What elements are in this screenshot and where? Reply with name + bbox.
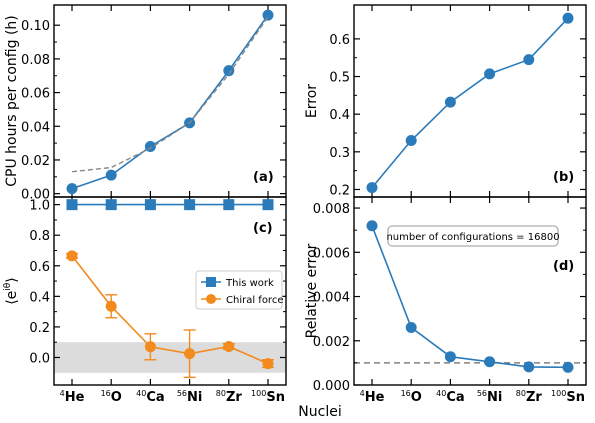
panel-label: (c): [253, 221, 273, 236]
y-tick-label: 0.006: [313, 246, 350, 261]
data-point: [144, 199, 156, 211]
y-tick-label: 0.02: [21, 154, 50, 169]
y-tick-label: 0.002: [313, 335, 350, 350]
y-tick-label: 0.3: [329, 146, 350, 161]
x-tick-label-zr: 80Zr: [216, 389, 243, 405]
x-tick-label-zr: 80Zr: [516, 389, 543, 405]
panel-a: 0.00 0.02 0.04 0.06 0.08 0.10 (a) CPU hours per…: [4, 4, 287, 203]
data-point: [105, 199, 117, 211]
y-axis-label: ⟨eiθ⟩: [3, 277, 20, 305]
annotation-text: number of configurations = 16800: [386, 232, 559, 243]
plot-frame: [53, 196, 287, 386]
panel-label: (b): [553, 170, 574, 185]
y-tick-label: 0.6: [329, 33, 350, 48]
shaded-band: [54, 342, 286, 373]
annotation-box: [387, 225, 559, 247]
data-point: [144, 341, 156, 353]
panel-label: (d): [553, 259, 574, 274]
data-point: [105, 300, 117, 312]
data-point: [144, 140, 156, 152]
data-point: [484, 68, 496, 80]
y-tick-label: 0.5: [329, 71, 350, 86]
data-point: [523, 54, 535, 66]
data-point: [184, 199, 196, 211]
data-point: [223, 340, 235, 352]
y-tick-label: 1.0: [29, 199, 50, 214]
y-tick-label: 0.06: [21, 87, 50, 102]
y-axis-label: CPU hours per config (h): [4, 15, 20, 187]
series-0-line: [371, 17, 569, 189]
x-tick-label-he: 4He: [60, 389, 85, 405]
data-point: [66, 250, 78, 262]
y-axis-label: Relative error: [304, 243, 320, 338]
panel-label: (a): [253, 170, 274, 185]
x-tick-label-ni: 56Ni: [177, 389, 203, 405]
series-1-line: [71, 16, 269, 173]
data-point: [562, 12, 574, 24]
y-tick-label: 0.000: [313, 379, 350, 394]
legend-marker: [206, 277, 216, 287]
y-tick-label: 0.0: [29, 351, 50, 366]
data-point: [66, 183, 78, 195]
panel-c: 0.0 0.2 0.4 0.6 0.8 1.0 4He 16O 40Ca 56Ni 80Zr 100S…: [3, 196, 287, 405]
data-point: [405, 321, 417, 333]
data-point: [562, 361, 574, 373]
data-point: [105, 169, 117, 181]
data-point: [262, 358, 274, 370]
y-tick-label: 0.2: [329, 183, 350, 198]
series-0-line: [371, 225, 569, 369]
y-tick-label: 0.00: [21, 188, 50, 203]
y-tick-label: 0.8: [29, 229, 50, 244]
data-point: [523, 361, 535, 373]
y-tick-label: 0.004: [313, 291, 350, 306]
y-tick-label: 0.6: [29, 260, 50, 275]
data-point: [444, 351, 456, 363]
y-tick-label: 0.2: [29, 321, 50, 336]
legend-label: This work: [225, 278, 274, 289]
y-tick-label: 0.10: [21, 19, 50, 34]
plot-frame: [53, 4, 287, 198]
series-0-line: [71, 14, 269, 190]
data-point: [223, 199, 235, 211]
panel-b: 0.2 0.3 0.4 0.5 0.6 (b) Error: [304, 4, 587, 198]
data-point: [366, 220, 378, 232]
plot-frame: [353, 196, 587, 386]
y-tick-label: 0.08: [21, 53, 50, 68]
data-point: [262, 199, 274, 211]
series-1-line: [71, 255, 269, 365]
data-point: [184, 348, 196, 360]
data-point: [444, 96, 456, 108]
x-tick-label-sn: 100Sn: [251, 389, 285, 405]
x-tick-label-ni: 56Ni: [477, 389, 503, 405]
shared-x-axis-label: Nuclei: [298, 404, 341, 420]
legend-label: Chiral force: [226, 295, 283, 306]
y-axis-label: Error: [304, 84, 320, 118]
x-tick-label-sn: 100Sn: [551, 389, 585, 405]
data-point: [262, 9, 274, 21]
y-tick-label: 0.04: [21, 120, 50, 135]
x-tick-label-he: 4He: [360, 389, 385, 405]
data-point: [405, 135, 417, 147]
x-tick-label-ca: 40Ca: [136, 389, 165, 405]
y-tick-label: 0.008: [313, 202, 350, 217]
x-tick-label-o: 16O: [401, 389, 422, 405]
panel-d: 0.000 0.002 0.004 0.006 0.008 4He 16O 40Ca 56Ni 8…: [304, 196, 587, 405]
data-point: [366, 182, 378, 194]
x-tick-label-o: 16O: [101, 389, 122, 405]
data-point: [66, 199, 78, 211]
data-point: [484, 356, 496, 368]
legend-marker: [206, 294, 216, 304]
y-tick-label: 0.4: [29, 290, 50, 305]
x-tick-label-ca: 40Ca: [436, 389, 465, 405]
y-tick-label: 0.4: [329, 108, 350, 123]
data-point: [223, 65, 235, 77]
